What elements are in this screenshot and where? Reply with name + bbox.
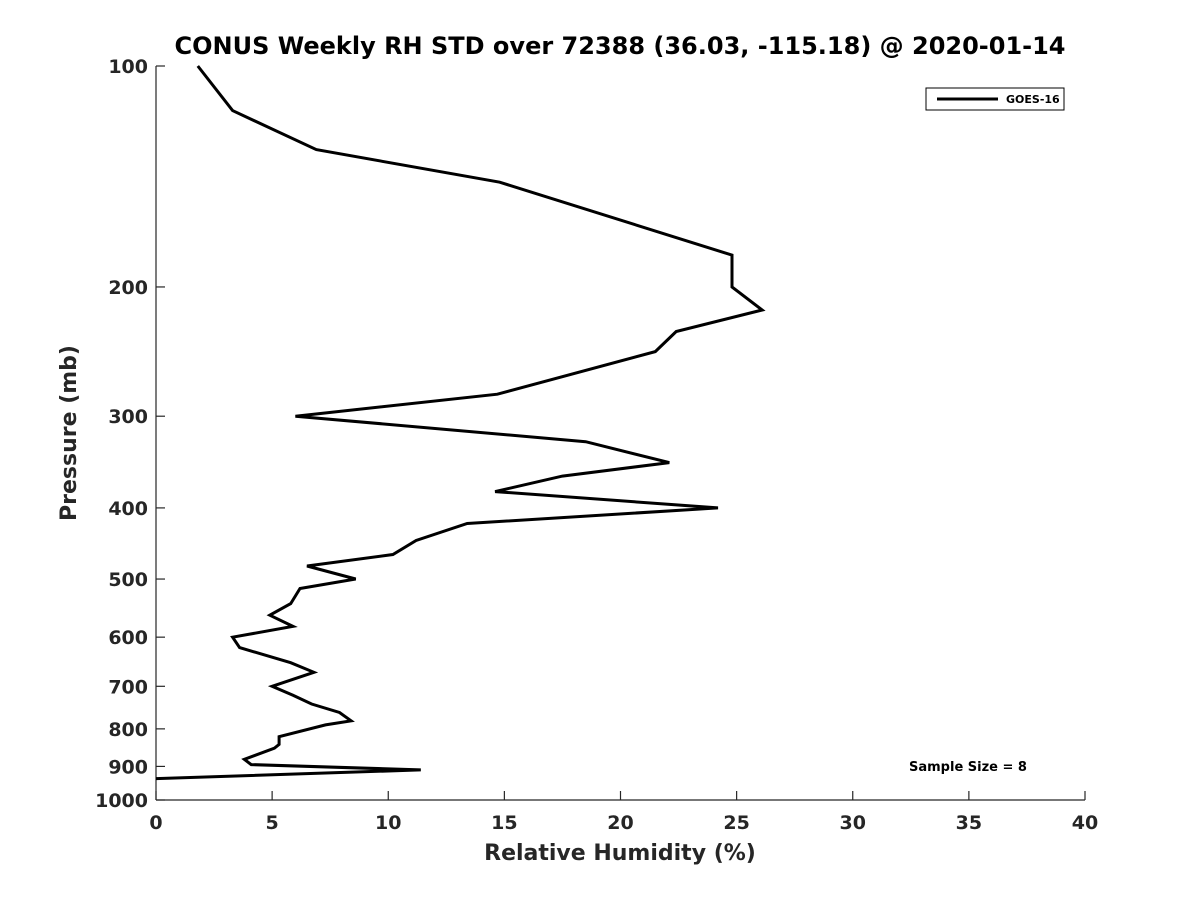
x-tick-label: 20 (607, 812, 633, 834)
sample-size-annotation: Sample Size = 8 (909, 760, 1027, 775)
y-tick-label: 1000 (95, 790, 148, 812)
x-tick-label: 5 (266, 812, 279, 834)
y-tick-label: 700 (108, 676, 148, 698)
series-layer (155, 65, 766, 781)
x-tick-label: 10 (375, 812, 401, 834)
x-axis-label: Relative Humidity (%) (484, 841, 756, 866)
x-tick-label: 30 (840, 812, 866, 834)
chart-title: CONUS Weekly RH STD over 72388 (36.03, -… (174, 32, 1065, 60)
y-tick-label: 800 (108, 719, 148, 741)
y-tick-label: 300 (108, 406, 148, 428)
y-tick-label: 900 (108, 756, 148, 778)
y-tick-label: 100 (108, 56, 148, 78)
y-tick-label: 600 (108, 627, 148, 649)
y-tick-label: 400 (108, 498, 148, 520)
series-line-goes-16 (155, 65, 766, 781)
legend: GOES-16 (925, 87, 1065, 111)
x-tick-label: 40 (1072, 812, 1098, 834)
x-tick-label: 25 (723, 812, 749, 834)
x-tick-label: 15 (491, 812, 517, 834)
y-tick-label: 200 (108, 277, 148, 299)
y-axis-label: Pressure (mb) (57, 345, 82, 521)
y-tick-label: 500 (108, 569, 148, 591)
legend-label-goes-16: GOES-16 (1006, 93, 1060, 106)
axes: 0 5 10 15 20 25 30 35 40 100 200 300 400 500 600 700 800… (95, 56, 1098, 834)
x-tick-label: 35 (956, 812, 982, 834)
x-tick-label: 0 (149, 812, 162, 834)
